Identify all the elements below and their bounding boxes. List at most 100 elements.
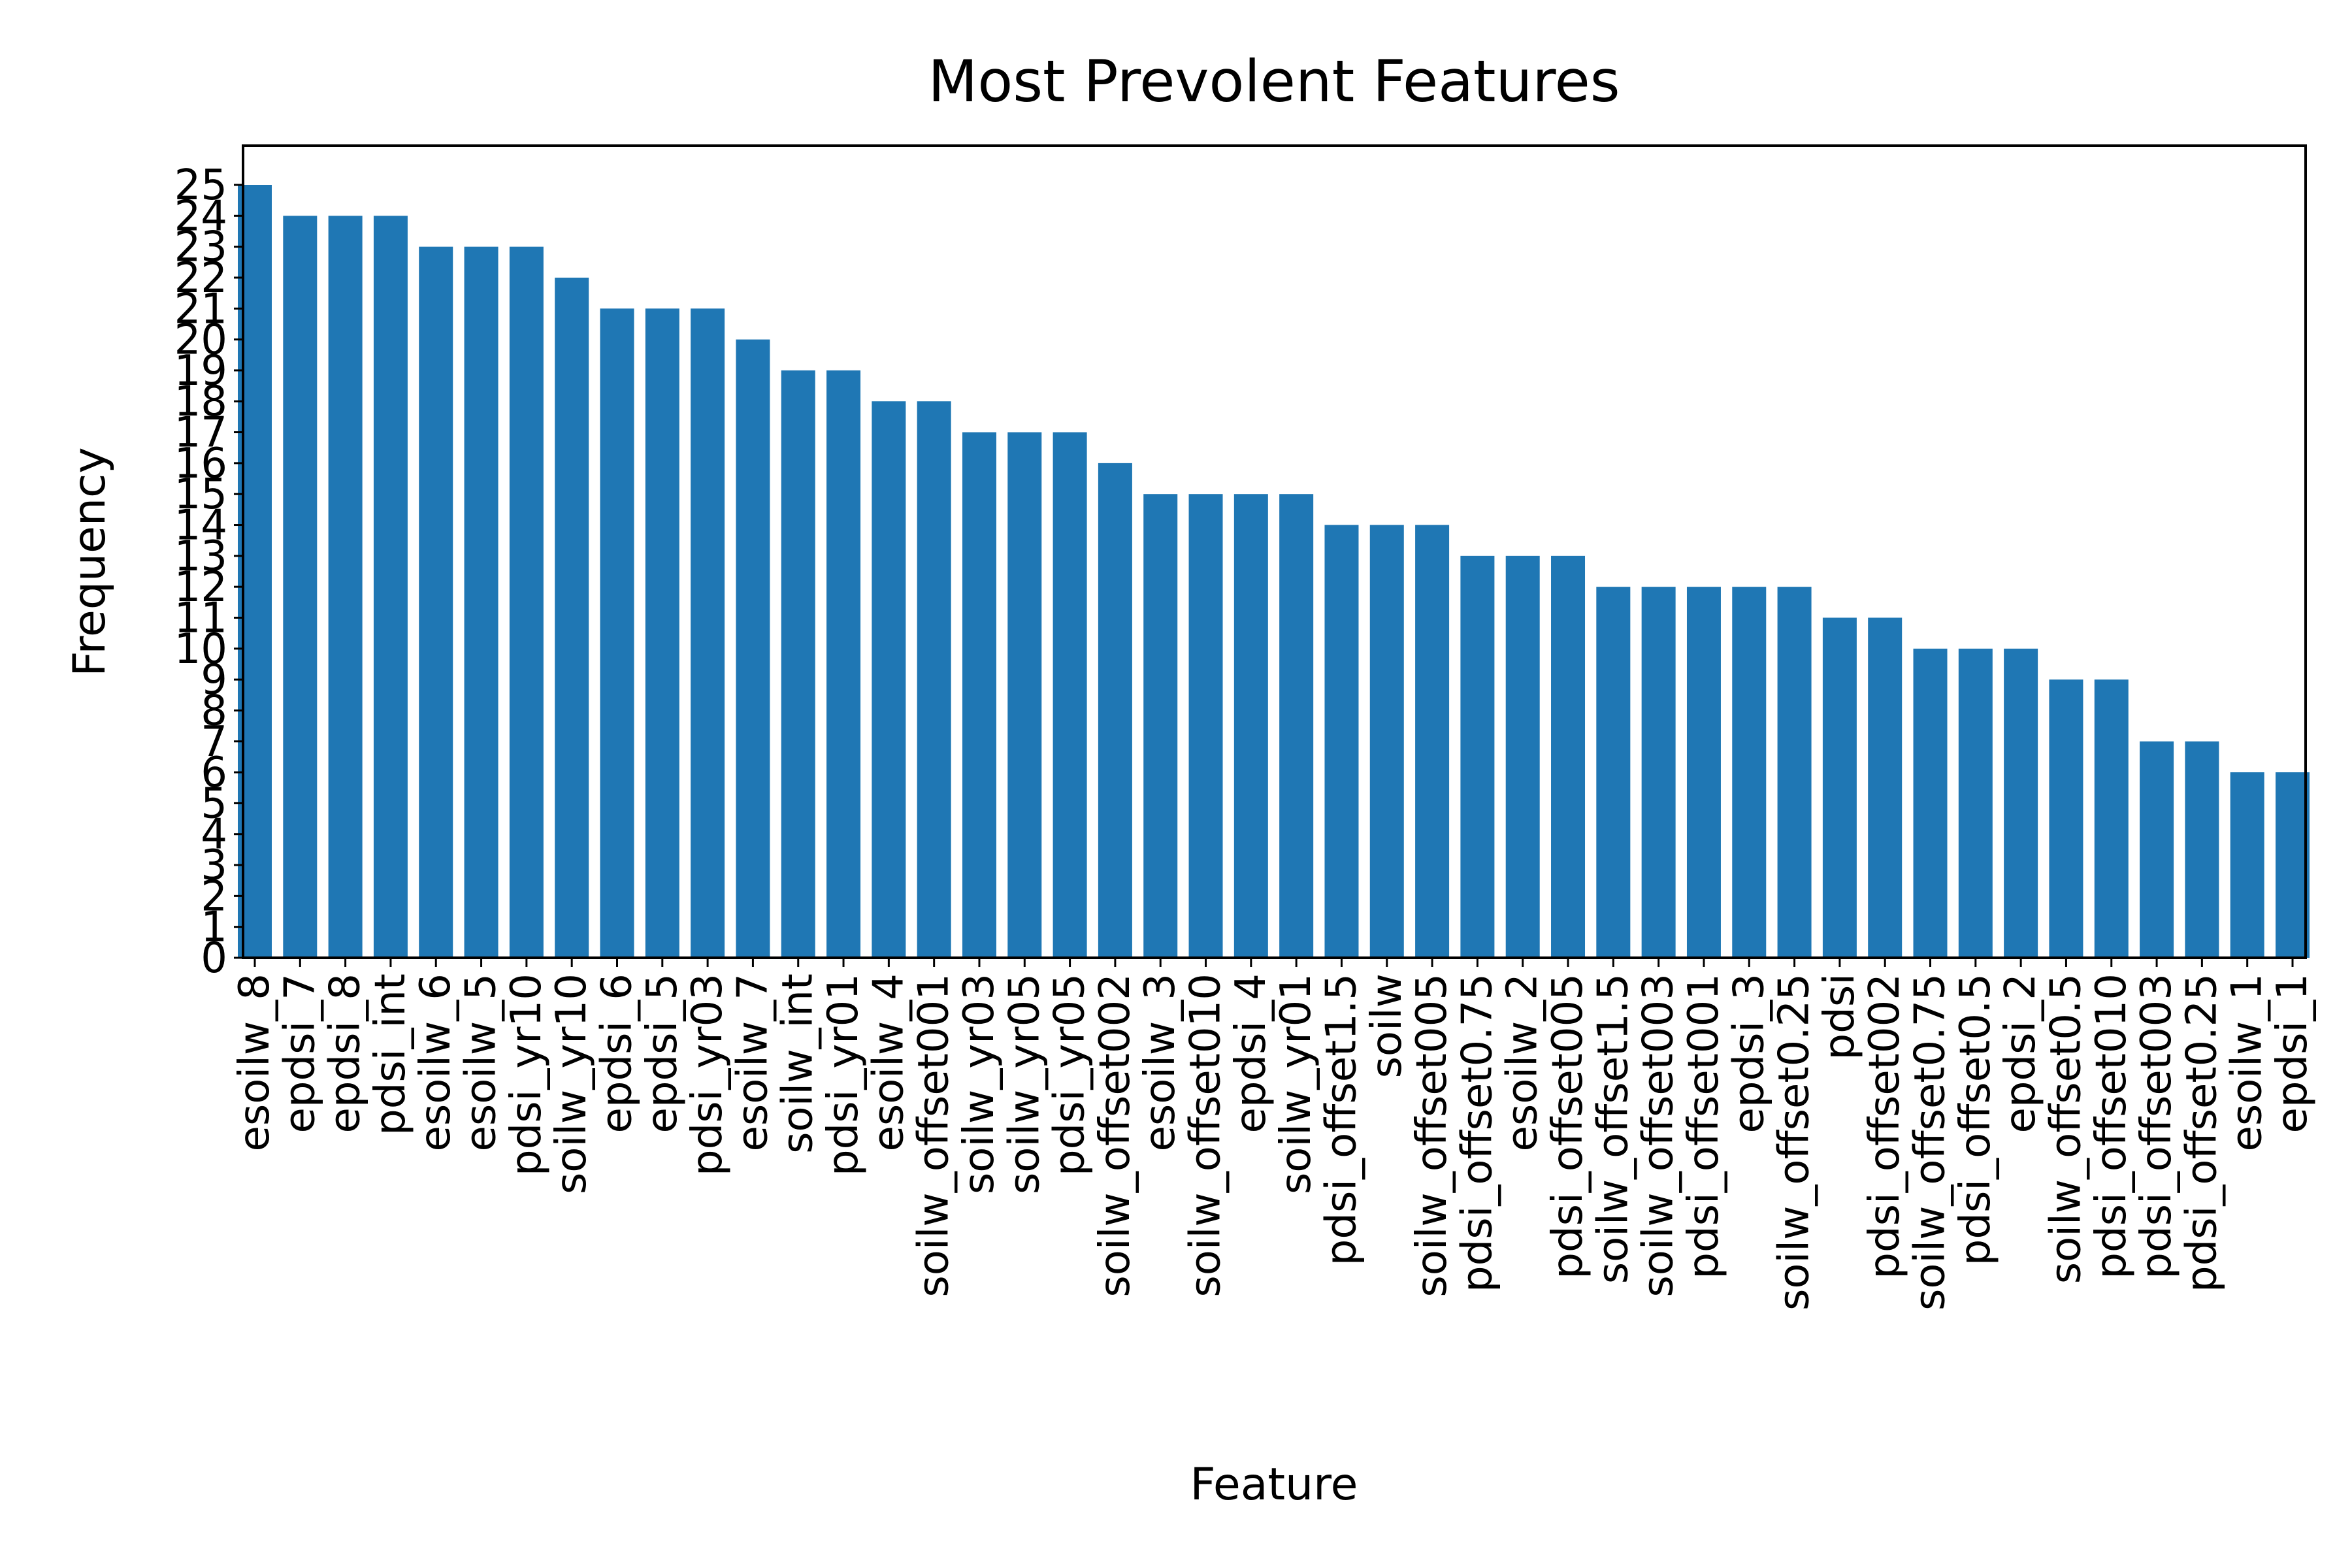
bar: [2230, 772, 2264, 958]
x-tick-label: soilw_offset001: [910, 973, 958, 1298]
bar: [555, 277, 589, 958]
x-tick-label: pdsi_offset002: [1861, 973, 1909, 1279]
y-tick-label: 8: [201, 687, 227, 735]
y-tick-label: 23: [174, 223, 227, 272]
y-tick-label: 14: [174, 502, 227, 550]
y-tick-label: 11: [174, 594, 227, 642]
x-tick-label: soilw_offset0.75: [1906, 973, 1955, 1311]
x-tick-label: pdsi_offset0.75: [1453, 973, 1501, 1292]
x-tick-label: esoilw_2: [1499, 973, 1547, 1152]
x-tick-label: soilw_offset005: [1408, 973, 1456, 1298]
x-tick-label: pdsi_offset0.25: [2178, 973, 2226, 1292]
bar: [691, 308, 725, 958]
chart-title: Most Prevolent Features: [928, 48, 1620, 115]
x-tick-label: soilw_int: [774, 973, 823, 1154]
bar: [419, 246, 453, 958]
x-axis-label: Feature: [1190, 1459, 1358, 1511]
bar: [1369, 525, 1404, 958]
bar: [1868, 617, 1903, 958]
y-tick-label: 21: [174, 285, 227, 333]
x-tick-label: pdsi_offset003: [2132, 973, 2181, 1279]
x-tick-label: soilw_yr10: [547, 973, 596, 1194]
bar: [1233, 494, 1268, 958]
x-axis-ticks: esoilw_8epdsi_7epdsi_8pdsi_intesoilw_6es…: [231, 958, 2317, 1311]
x-tick-label: soilw: [1363, 973, 1411, 1078]
bar: [1053, 432, 1087, 958]
bar: [872, 401, 906, 958]
x-tick-label: epdsi_8: [321, 973, 370, 1133]
bar: [1777, 587, 1812, 958]
x-tick-label: soilw_yr05: [1000, 973, 1049, 1194]
x-tick-label: esoilw_7: [728, 973, 777, 1152]
x-tick-label: esoilw_4: [864, 973, 913, 1152]
y-tick-label: 10: [174, 625, 227, 674]
y-tick-label: 7: [201, 718, 227, 766]
x-tick-label: pdsi_offset0.5: [1952, 973, 2000, 1266]
y-tick-label: 0: [201, 934, 227, 983]
x-tick-label: soilw_offset010: [1182, 973, 1230, 1298]
x-tick-label: soilw_offset003: [1635, 973, 1683, 1298]
bar: [2140, 741, 2174, 958]
x-tick-label: esoilw_8: [231, 973, 279, 1152]
bar: [1324, 525, 1359, 958]
x-tick-label: epdsi_1: [2268, 973, 2317, 1133]
y-tick-label: 18: [174, 378, 227, 426]
plot-area-frame: [242, 144, 2307, 959]
y-tick-label: 20: [174, 316, 227, 365]
x-tick-label: soilw_yr01: [1272, 973, 1320, 1194]
bar: [962, 432, 996, 958]
x-tick-label: esoilw_5: [457, 973, 506, 1152]
x-tick-label: epdsi_6: [593, 973, 641, 1133]
bar: [1686, 587, 1721, 958]
y-axis-ticks: 0123456789101112131415161718192021222324…: [174, 161, 243, 983]
bar: [1188, 494, 1223, 958]
bar: [917, 401, 951, 958]
y-axis-label: Frequency: [64, 447, 116, 676]
bar: [736, 339, 770, 958]
y-tick-label: 17: [174, 409, 227, 457]
x-tick-label: soilw_offset002: [1091, 973, 1139, 1298]
x-tick-label: pdsi_yr10: [502, 973, 551, 1176]
bar: [1822, 617, 1857, 958]
bar: [2004, 648, 2038, 958]
y-tick-label: 3: [201, 841, 227, 890]
bar: [464, 246, 498, 958]
bar: [1143, 494, 1178, 958]
x-tick-label: pdsi_yr03: [683, 973, 732, 1176]
x-tick-label: soilw_offset0.5: [2042, 973, 2090, 1284]
x-tick-label: esoilw_6: [412, 973, 460, 1152]
x-tick-label: epdsi_3: [1725, 973, 1773, 1133]
y-tick-label: 6: [201, 749, 227, 797]
y-tick-label: 13: [174, 532, 227, 581]
y-tick-label: 5: [201, 779, 227, 828]
y-tick-label: 15: [174, 470, 227, 519]
bar: [781, 370, 815, 958]
x-tick-label: soilw_yr03: [955, 973, 1004, 1194]
x-tick-label: pdsi_offset005: [1544, 973, 1592, 1279]
x-tick-label: pdsi_offset1.5: [1317, 973, 1365, 1266]
x-tick-label: pdsi_int: [367, 973, 415, 1135]
bar: [1007, 432, 1042, 958]
x-tick-label: epdsi_2: [1997, 973, 2045, 1133]
bars-group: [238, 185, 2310, 958]
y-tick-label: 19: [174, 347, 227, 395]
bar: [826, 370, 861, 958]
y-tick-label: 22: [174, 254, 227, 302]
bar: [2276, 772, 2310, 958]
bar: [1415, 525, 1450, 958]
y-tick-label: 25: [174, 161, 227, 210]
bar: [283, 216, 318, 958]
bar: [1505, 555, 1540, 958]
x-tick-label: epdsi_4: [1227, 973, 1275, 1133]
bar: [2049, 679, 2083, 958]
y-tick-label: 4: [201, 811, 227, 859]
bar: [509, 246, 544, 958]
x-tick-label: pdsi_yr05: [1046, 973, 1094, 1176]
bar: [328, 216, 363, 958]
y-tick-label: 12: [174, 563, 227, 612]
bar: [2094, 679, 2129, 958]
y-tick-label: 9: [201, 656, 227, 704]
bar: [2185, 741, 2219, 958]
x-tick-label: pdsi_yr01: [819, 973, 868, 1176]
bar: [1098, 463, 1132, 958]
